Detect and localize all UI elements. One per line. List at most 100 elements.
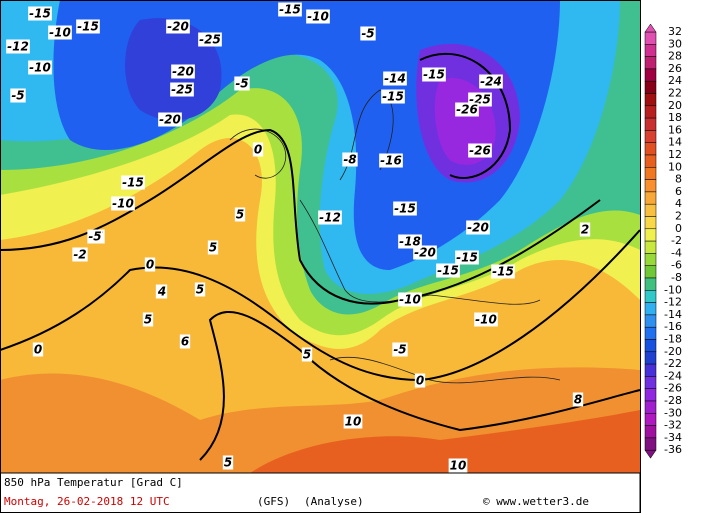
- contour-label-bg: [166, 19, 190, 34]
- colorbar-segment: [644, 203, 657, 217]
- colorbar-label: 8: [675, 173, 682, 186]
- contour-label: -18: [399, 235, 421, 249]
- colorbar-label: 4: [675, 197, 682, 210]
- contour-label-bg: [87, 229, 103, 244]
- colorbar-segment: [644, 105, 657, 119]
- contour-label: -15: [122, 176, 144, 190]
- colorbar-segment: [644, 240, 657, 254]
- colorbar-segment: [644, 167, 657, 180]
- contour-label: -10: [399, 293, 421, 307]
- colorbar-segment: [644, 326, 657, 340]
- colorbar-segment: [644, 130, 657, 143]
- contour-label-bg: [343, 414, 363, 429]
- contour-label-bg: [48, 25, 72, 40]
- contour-label-bg: [342, 152, 358, 167]
- colorbar-label: -4: [671, 246, 682, 259]
- contour-label: -10: [49, 26, 71, 40]
- contour-label: -20: [414, 246, 436, 260]
- colorbar-segment: [644, 228, 657, 242]
- contour-label: 10: [450, 459, 467, 473]
- contour-label-bg: [474, 312, 498, 327]
- contour-label-bg: [579, 222, 591, 237]
- colorbar-segment: [644, 425, 657, 439]
- contour-label: -25: [171, 83, 193, 97]
- colorbar-segment: [644, 80, 657, 94]
- colorbar-segment: [644, 437, 657, 451]
- colorbar-label: -18: [664, 333, 682, 346]
- contour-label-bg: [144, 257, 156, 272]
- colorbar-label: -8: [671, 271, 682, 284]
- contour-label-bg: [10, 88, 26, 103]
- contour-label-bg: [207, 240, 219, 255]
- colorbar-label: -30: [664, 406, 682, 419]
- colorbar-label: 32: [668, 25, 682, 38]
- colorbar-segment: [644, 56, 657, 70]
- contour-label: -15: [394, 202, 416, 216]
- contour-label: 0: [34, 343, 42, 357]
- contour-label: 5: [224, 456, 232, 470]
- colorbar-segment: [644, 31, 657, 45]
- colorbar-label: 10: [668, 160, 682, 173]
- colorbar-label: 24: [668, 74, 682, 87]
- contour-label-bg: [28, 6, 52, 21]
- colorbar-label: 14: [668, 136, 682, 149]
- contour-label: -15: [279, 3, 301, 17]
- contour-label-bg: [32, 342, 44, 357]
- contour-label-bg: [398, 234, 422, 249]
- contour-label: -5: [235, 77, 248, 91]
- colorbar-segment: [644, 376, 657, 389]
- contour-label-bg: [383, 71, 407, 86]
- contour-label: -20: [167, 20, 189, 34]
- colorbar-label: 20: [668, 99, 682, 112]
- colorbar-label: -24: [664, 369, 682, 382]
- contour-label-bg: [466, 220, 490, 235]
- colorbar-segment: [644, 142, 657, 156]
- colorbar-label: -36: [664, 443, 682, 456]
- contour-label: 10: [345, 415, 362, 429]
- contour-label: -26: [456, 103, 478, 117]
- contour-label-bg: [455, 102, 479, 117]
- colorbar-label: -16: [664, 320, 682, 333]
- contour-label: -15: [29, 7, 51, 21]
- colorbar-label: -32: [664, 419, 682, 432]
- contour-label-bg: [158, 112, 182, 127]
- contour-label: -12: [319, 211, 341, 225]
- contour-label: 6: [181, 335, 189, 349]
- contour-label-bg: [76, 19, 100, 34]
- contour-label: -20: [172, 65, 194, 79]
- contour-label: 4: [157, 285, 166, 299]
- colorbar-segment: [644, 351, 657, 365]
- colorbar-label: -6: [671, 259, 682, 272]
- colorbar-label: -22: [664, 357, 682, 370]
- contour-label-bg: [572, 392, 584, 407]
- colorbar-label: 12: [668, 148, 682, 161]
- map-title: 850 hPa Temperatur [Grad C]: [4, 476, 183, 489]
- contour-label-bg: [198, 32, 222, 47]
- colorbar-segment: [644, 339, 657, 353]
- contour-label-bg: [398, 292, 422, 307]
- contour-label-bg: [179, 334, 191, 349]
- colorbar-segment: [644, 363, 657, 377]
- model-name: (GFS): [257, 495, 290, 508]
- contour-label-bg: [142, 312, 154, 327]
- contour-label-bg: [170, 82, 194, 97]
- contour-label: -14: [384, 72, 406, 86]
- contour-label: -10: [29, 61, 51, 75]
- colorbar-label: 30: [668, 37, 682, 50]
- colorbar-segment: [644, 253, 657, 266]
- colorbar-segment: [644, 44, 657, 57]
- contour-label: -10: [307, 10, 329, 24]
- colorbar-segment: [644, 93, 657, 107]
- contour-label: -5: [11, 89, 24, 103]
- contour-label: -24: [480, 75, 502, 89]
- colorbar-segment: [644, 216, 657, 230]
- contour-label: -15: [456, 251, 478, 265]
- contour-label: -5: [393, 343, 406, 357]
- coastlines: [229, 89, 561, 384]
- contour-label: -15: [423, 68, 445, 82]
- contour-label-bg: [252, 142, 264, 157]
- contour-label: -10: [475, 313, 497, 327]
- colorbar-arrow-top: [644, 23, 657, 33]
- colorbar-segment: [644, 277, 657, 291]
- contour-label-bg: [360, 26, 376, 41]
